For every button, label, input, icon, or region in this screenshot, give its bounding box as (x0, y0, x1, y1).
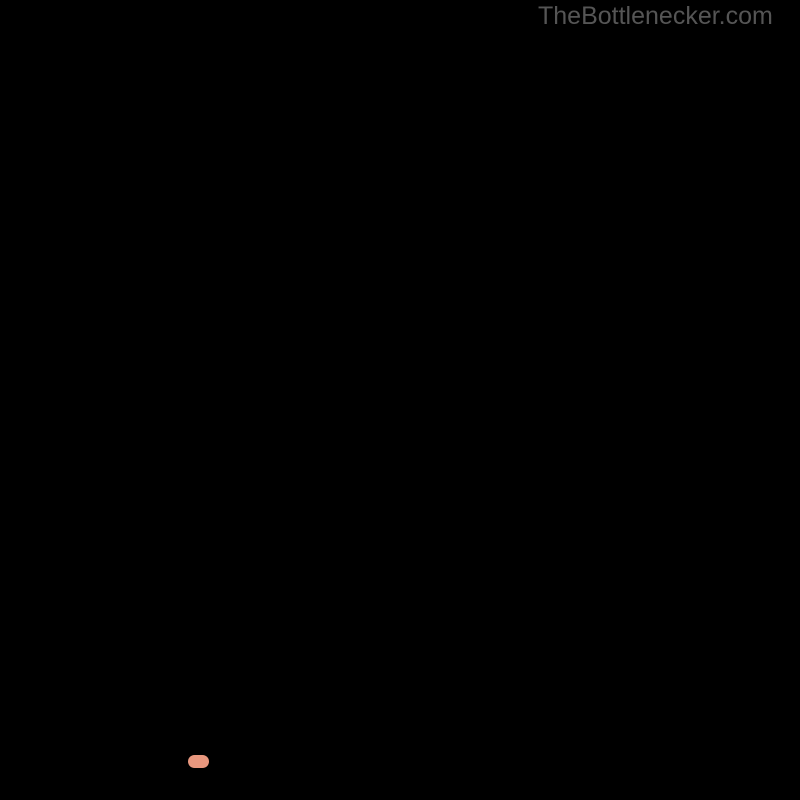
chart-canvas: TheBottlenecker.com (0, 0, 800, 800)
curve-right-branch (199, 89, 769, 762)
bottleneck-curve (31, 31, 769, 769)
curve-left-branch (31, 31, 199, 762)
plot-area (31, 31, 769, 769)
optimal-point-marker (188, 755, 209, 768)
watermark-text: TheBottlenecker.com (538, 2, 773, 31)
